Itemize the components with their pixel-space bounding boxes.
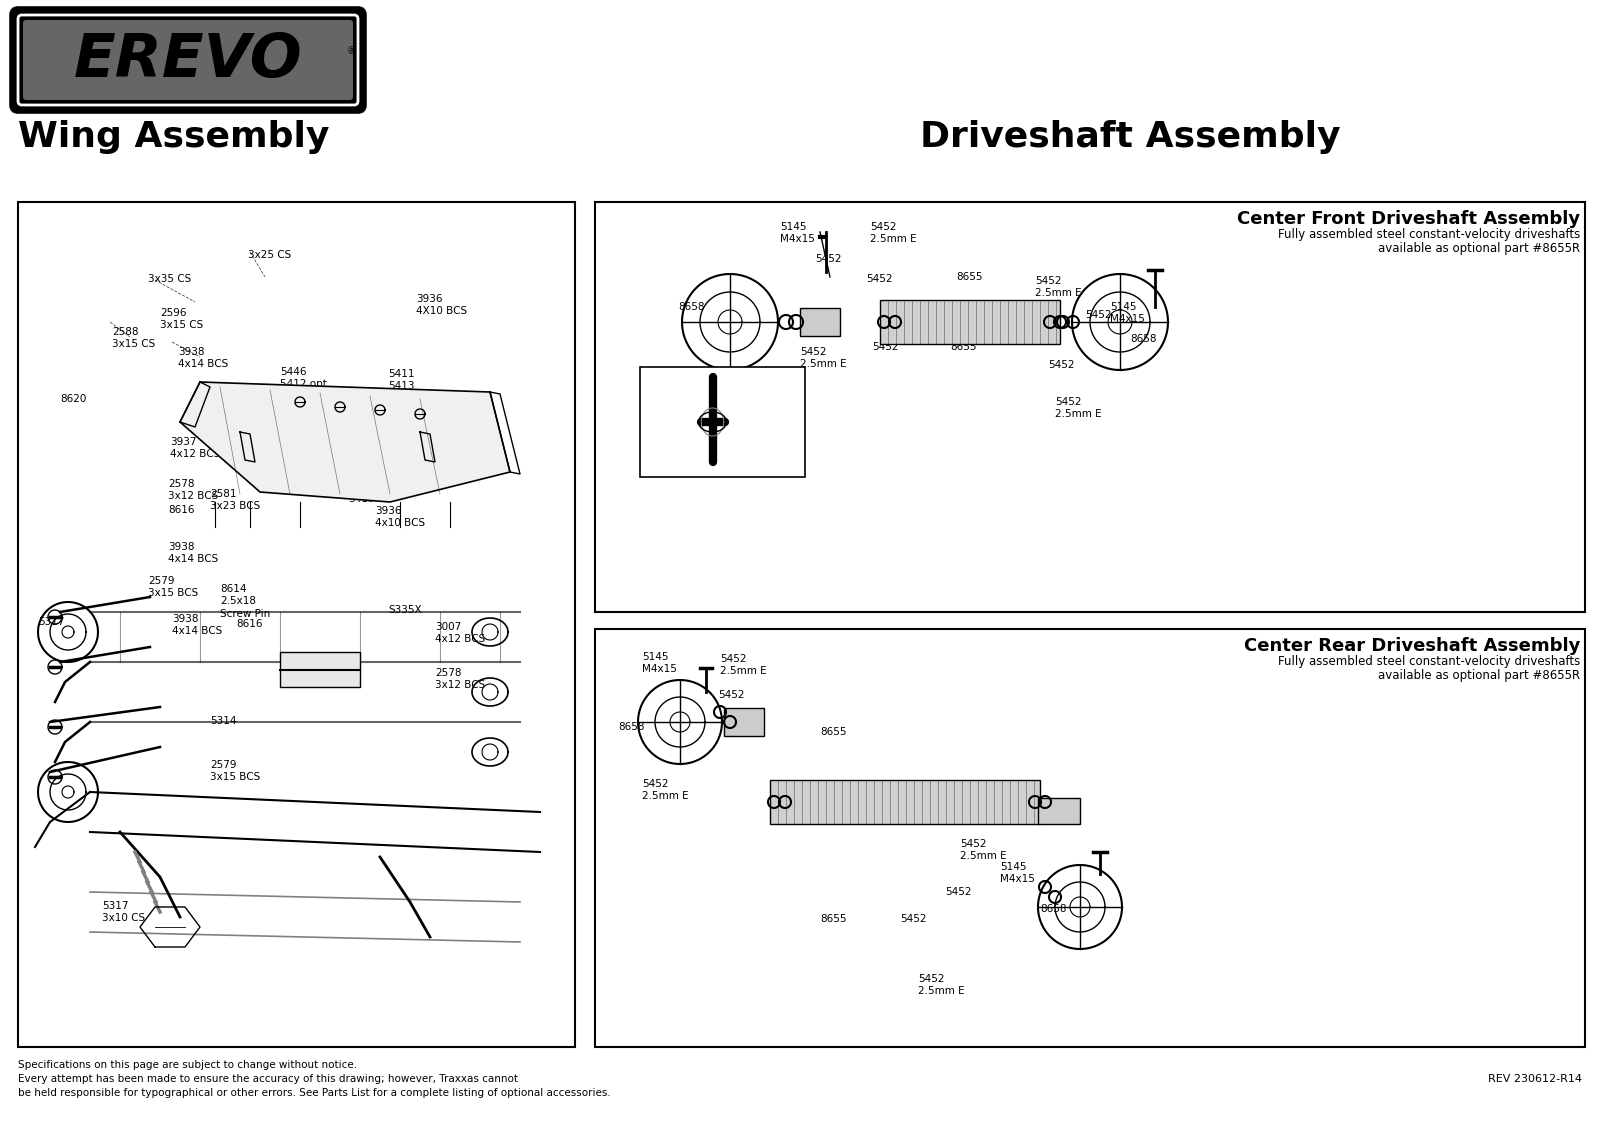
Text: 5452: 5452 xyxy=(946,887,971,896)
Text: 8616: 8616 xyxy=(237,619,262,629)
Text: 8616: 8616 xyxy=(168,505,195,515)
Text: 5411
5413: 5411 5413 xyxy=(349,482,374,505)
Text: 5452
2.5mm E: 5452 2.5mm E xyxy=(800,347,846,369)
Text: U-Joint Pins Installed: U-Joint Pins Installed xyxy=(670,383,784,392)
Text: 5452
2.5mm E: 5452 2.5mm E xyxy=(870,222,917,244)
Text: 8655: 8655 xyxy=(819,914,846,924)
Text: 5446
5412 opt.
5446G opt.: 5446 5412 opt. 5446G opt. xyxy=(280,367,338,402)
Text: 2579
3x15 BCS: 2579 3x15 BCS xyxy=(210,759,261,782)
Text: 5452
2.5mm E: 5452 2.5mm E xyxy=(918,974,965,997)
Text: available as optional part #8655R: available as optional part #8655R xyxy=(1378,242,1581,255)
Text: 5145
M4x15: 5145 M4x15 xyxy=(1000,862,1035,884)
Bar xyxy=(280,652,360,687)
Text: 5452
2.5mm E: 5452 2.5mm E xyxy=(1054,397,1102,419)
Bar xyxy=(723,708,765,735)
Text: 5317
3x10 CS: 5317 3x10 CS xyxy=(102,901,146,924)
Text: 8620: 8620 xyxy=(61,394,86,404)
Text: 8655: 8655 xyxy=(957,272,982,282)
Text: 5452
2.5mm E: 5452 2.5mm E xyxy=(720,654,766,676)
Text: S335X: S335X xyxy=(387,605,422,616)
Text: 3936
4X10 BCS: 3936 4X10 BCS xyxy=(416,293,467,316)
Text: 2579
3x15 BCS: 2579 3x15 BCS xyxy=(147,576,198,598)
Text: REV 230612-R14: REV 230612-R14 xyxy=(1488,1073,1582,1084)
Text: ®: ® xyxy=(347,46,357,56)
Text: EREVO: EREVO xyxy=(74,31,302,89)
Text: Center Front Driveshaft Assembly: Center Front Driveshaft Assembly xyxy=(1237,210,1581,228)
Text: 2588
3x15 CS: 2588 3x15 CS xyxy=(112,327,155,349)
Text: 3x25 CS: 3x25 CS xyxy=(248,250,291,260)
Bar xyxy=(880,300,1059,344)
Bar xyxy=(18,202,574,1047)
Text: 5452
2.5mm E: 5452 2.5mm E xyxy=(642,779,688,802)
Bar xyxy=(800,308,840,336)
Text: Driveshaft Assembly: Driveshaft Assembly xyxy=(920,120,1341,154)
Bar xyxy=(1038,798,1080,825)
Text: 8658: 8658 xyxy=(1040,904,1067,914)
Text: 5452: 5452 xyxy=(899,914,926,924)
Text: 8655: 8655 xyxy=(819,727,846,737)
Text: 5452: 5452 xyxy=(899,799,926,809)
Text: 2578
3x12 BCS: 2578 3x12 BCS xyxy=(435,668,485,691)
Text: be held responsible for typographical or other errors. See Parts List for a comp: be held responsible for typographical or… xyxy=(18,1088,611,1097)
Text: 5317: 5317 xyxy=(38,617,64,627)
Text: 8655: 8655 xyxy=(950,341,976,352)
Text: Center Rear Driveshaft Assembly: Center Rear Driveshaft Assembly xyxy=(1243,637,1581,656)
Text: 3937
4x12 BCS: 3937 4x12 BCS xyxy=(170,437,221,459)
Text: 5452: 5452 xyxy=(872,341,899,352)
Text: Wing Assembly: Wing Assembly xyxy=(18,120,330,154)
Text: 3007
4x12 BCS: 3007 4x12 BCS xyxy=(435,622,485,644)
Text: 3938
4x14 BCS: 3938 4x14 BCS xyxy=(178,347,229,369)
Bar xyxy=(770,780,1040,825)
Text: 5452: 5452 xyxy=(1085,309,1112,320)
Text: 5452
2.5mm E: 5452 2.5mm E xyxy=(1035,276,1082,298)
FancyBboxPatch shape xyxy=(13,9,365,111)
Text: 5314: 5314 xyxy=(210,716,237,726)
Polygon shape xyxy=(179,383,510,502)
FancyBboxPatch shape xyxy=(22,21,354,100)
Text: 8658: 8658 xyxy=(618,722,645,732)
Text: 5452: 5452 xyxy=(718,690,744,700)
Text: 8614
2.5x18
Screw Pin: 8614 2.5x18 Screw Pin xyxy=(221,584,270,619)
Text: 8614: 8614 xyxy=(278,415,304,424)
Text: 8658: 8658 xyxy=(1130,333,1157,344)
Text: 8655: 8655 xyxy=(870,782,896,793)
Text: 5145
M4x15: 5145 M4x15 xyxy=(781,222,814,244)
Text: 3938
4x14 BCS: 3938 4x14 BCS xyxy=(173,614,222,636)
Text: 8658: 8658 xyxy=(678,301,704,312)
Text: 2578
3x12 BCS: 2578 3x12 BCS xyxy=(168,478,218,501)
Text: 3938
4x14 BCS: 3938 4x14 BCS xyxy=(168,542,218,564)
Text: 3936
4x10 BCS: 3936 4x10 BCS xyxy=(374,506,426,529)
Text: Fully assembled steel constant-velocity driveshafts: Fully assembled steel constant-velocity … xyxy=(1278,228,1581,241)
Text: Every attempt has been made to ensure the accuracy of this drawing; however, Tra: Every attempt has been made to ensure th… xyxy=(18,1073,518,1084)
Text: Fully assembled steel constant-velocity driveshafts: Fully assembled steel constant-velocity … xyxy=(1278,656,1581,668)
Text: 5452: 5452 xyxy=(814,254,842,264)
Text: available as optional part #8655R: available as optional part #8655R xyxy=(1378,669,1581,682)
Text: 2581
3x23 BCS: 2581 3x23 BCS xyxy=(210,489,261,512)
Text: 3x35 CS: 3x35 CS xyxy=(147,274,192,284)
Bar xyxy=(640,367,805,477)
Bar xyxy=(595,202,1586,612)
Text: 5452
2.5mm E: 5452 2.5mm E xyxy=(960,839,1006,861)
Text: Specifications on this page are subject to change without notice.: Specifications on this page are subject … xyxy=(18,1060,357,1070)
Text: 5145
M4x15: 5145 M4x15 xyxy=(642,652,677,675)
Text: 5411
5413: 5411 5413 xyxy=(387,369,414,392)
Text: 2596
3x15 CS: 2596 3x15 CS xyxy=(160,308,203,330)
Text: 5145
M4x15: 5145 M4x15 xyxy=(1110,301,1146,324)
Text: 5452: 5452 xyxy=(866,274,893,284)
Text: 5452: 5452 xyxy=(1048,360,1075,370)
Bar xyxy=(595,629,1586,1047)
